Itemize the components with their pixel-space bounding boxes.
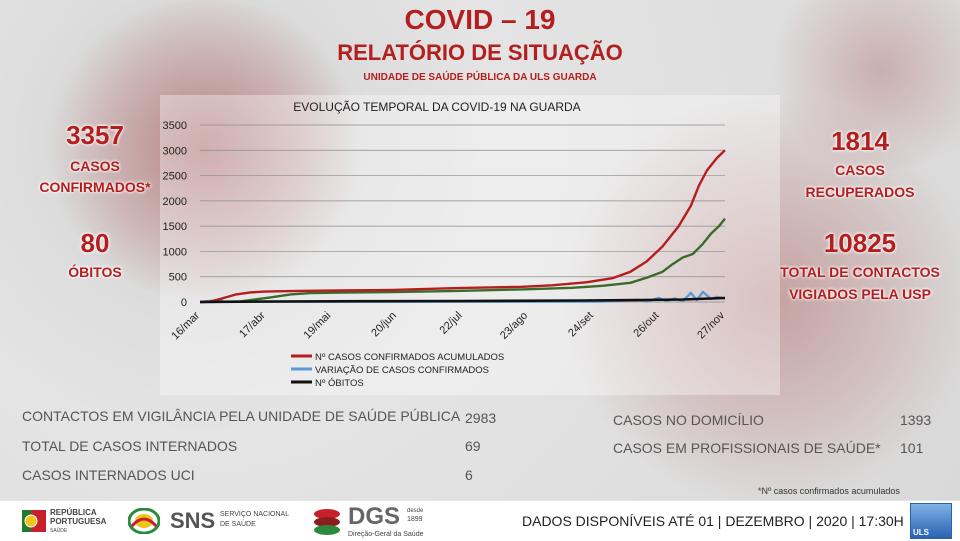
republica-text-2: PORTUGUESA <box>50 517 107 526</box>
y-tick-label: 2000 <box>163 196 187 208</box>
y-tick-label: 1500 <box>163 221 187 233</box>
footnote: *Nº casos confirmados acumulados <box>758 486 900 496</box>
dgs-text: DGS <box>348 503 401 530</box>
republica-text-1: REPÚBLICA <box>50 508 97 517</box>
report-subtitle: RELATÓRIO DE SITUAÇÃO <box>337 40 623 65</box>
y-tick-label: 2500 <box>163 171 187 183</box>
home-cases-value: 1393 <box>900 412 932 428</box>
chart-panel <box>160 95 780 395</box>
sns-text: SNS <box>170 508 216 533</box>
vigilance-contacts-label: CONTACTOS EM VIGILÂNCIA PELA UNIDADE DE … <box>22 408 461 424</box>
republica-emblem-icon <box>22 510 46 532</box>
x-tick-label: 24/set <box>566 310 596 340</box>
y-tick-label: 3500 <box>163 120 187 132</box>
y-tick-label: 3000 <box>163 145 187 157</box>
sns-sub-1: SERVIÇO NACIONAL <box>220 511 290 518</box>
deaths-value: 80 <box>80 228 110 258</box>
dgs-sub: Direção-Geral da Saúde <box>348 531 424 538</box>
legend-label: Nº ÓBITOS <box>315 378 364 389</box>
recovered-cases-value: 1814 <box>831 126 889 156</box>
dgs-logo-icon <box>314 509 340 535</box>
availability-text: DADOS DISPONÍVEIS ATÉ 01 | DEZEMBRO | 20… <box>522 513 904 529</box>
contacts-total-value: 10825 <box>823 228 897 258</box>
legend-label: VARIAÇÃO DE CASOS CONFIRMADOS <box>315 365 489 376</box>
vigilance-contacts-value: 2983 <box>465 410 497 426</box>
footer: REPÚBLICA PORTUGUESA SAÚDE SNS SERVIÇO N… <box>0 500 960 541</box>
contacts-total-label-1: TOTAL DE CONTACTOS <box>780 264 940 280</box>
sns-logo-icon <box>128 508 160 534</box>
x-tick-label: 20/jun <box>369 310 399 340</box>
confirmed-cases-label-2: CONFIRMADOS* <box>39 179 151 195</box>
dgs-since-1: desde <box>407 508 424 514</box>
uls-logo: ULS <box>910 503 952 539</box>
hospitalized-label: TOTAL DE CASOS INTERNADOS <box>22 438 238 454</box>
health-workers-label: CASOS EM PROFISSIONAIS DE SAÚDE* <box>613 440 881 456</box>
icu-value: 6 <box>465 467 473 483</box>
uls-logo-text: ULS <box>913 528 929 537</box>
x-tick-label: 17/abr <box>237 309 268 340</box>
x-tick-label: 16/mar <box>169 309 202 342</box>
series-line-0 <box>199 149 726 304</box>
icu-label: CASOS INTERNADOS UCI <box>22 467 195 483</box>
y-tick-label: 0 <box>181 297 187 309</box>
recovered-cases-label-1: CASOS <box>835 162 885 178</box>
home-cases-label: CASOS NO DOMICÍLIO <box>613 412 764 428</box>
legend-label: Nº CASOS CONFIRMADOS ACUMULADOS <box>315 352 504 363</box>
chart-title: EVOLUÇÃO TEMPORAL DA COVID-19 NA GUARDA <box>293 100 580 114</box>
x-tick-label: 23/ago <box>498 310 530 342</box>
x-tick-label: 22/jul <box>438 310 465 337</box>
confirmed-cases-label-1: CASOS <box>70 158 120 174</box>
sns-sub-2: DE SAÚDE <box>220 521 256 528</box>
health-workers-value: 101 <box>900 440 924 456</box>
hospitalized-value: 69 <box>465 438 481 454</box>
series-line-3 <box>199 217 726 304</box>
confirmed-cases-value: 3357 <box>66 120 124 150</box>
y-tick-label: 1000 <box>163 246 187 258</box>
x-tick-label: 26/out <box>631 310 661 340</box>
series-line-2 <box>199 296 726 304</box>
deaths-label: ÓBITOS <box>68 264 122 280</box>
republica-text-3: SAÚDE <box>50 528 68 534</box>
report-title: COVID – 19 <box>404 4 556 35</box>
x-tick-label: 19/mai <box>302 310 334 342</box>
report-unit: UNIDADE DE SAÚDE PÚBLICA DA ULS GUARDA <box>363 72 597 83</box>
dgs-since-2: 1899 <box>407 516 423 523</box>
recovered-cases-label-2: RECUPERADOS <box>805 184 915 200</box>
y-tick-label: 500 <box>169 272 187 284</box>
covid-evolution-chart: EVOLUÇÃO TEMPORAL DA COVID-19 NA GUARDA … <box>163 100 728 389</box>
contacts-total-label-2: VIGIADOS PELA USP <box>789 286 931 302</box>
x-tick-label: 27/nov <box>695 309 727 341</box>
